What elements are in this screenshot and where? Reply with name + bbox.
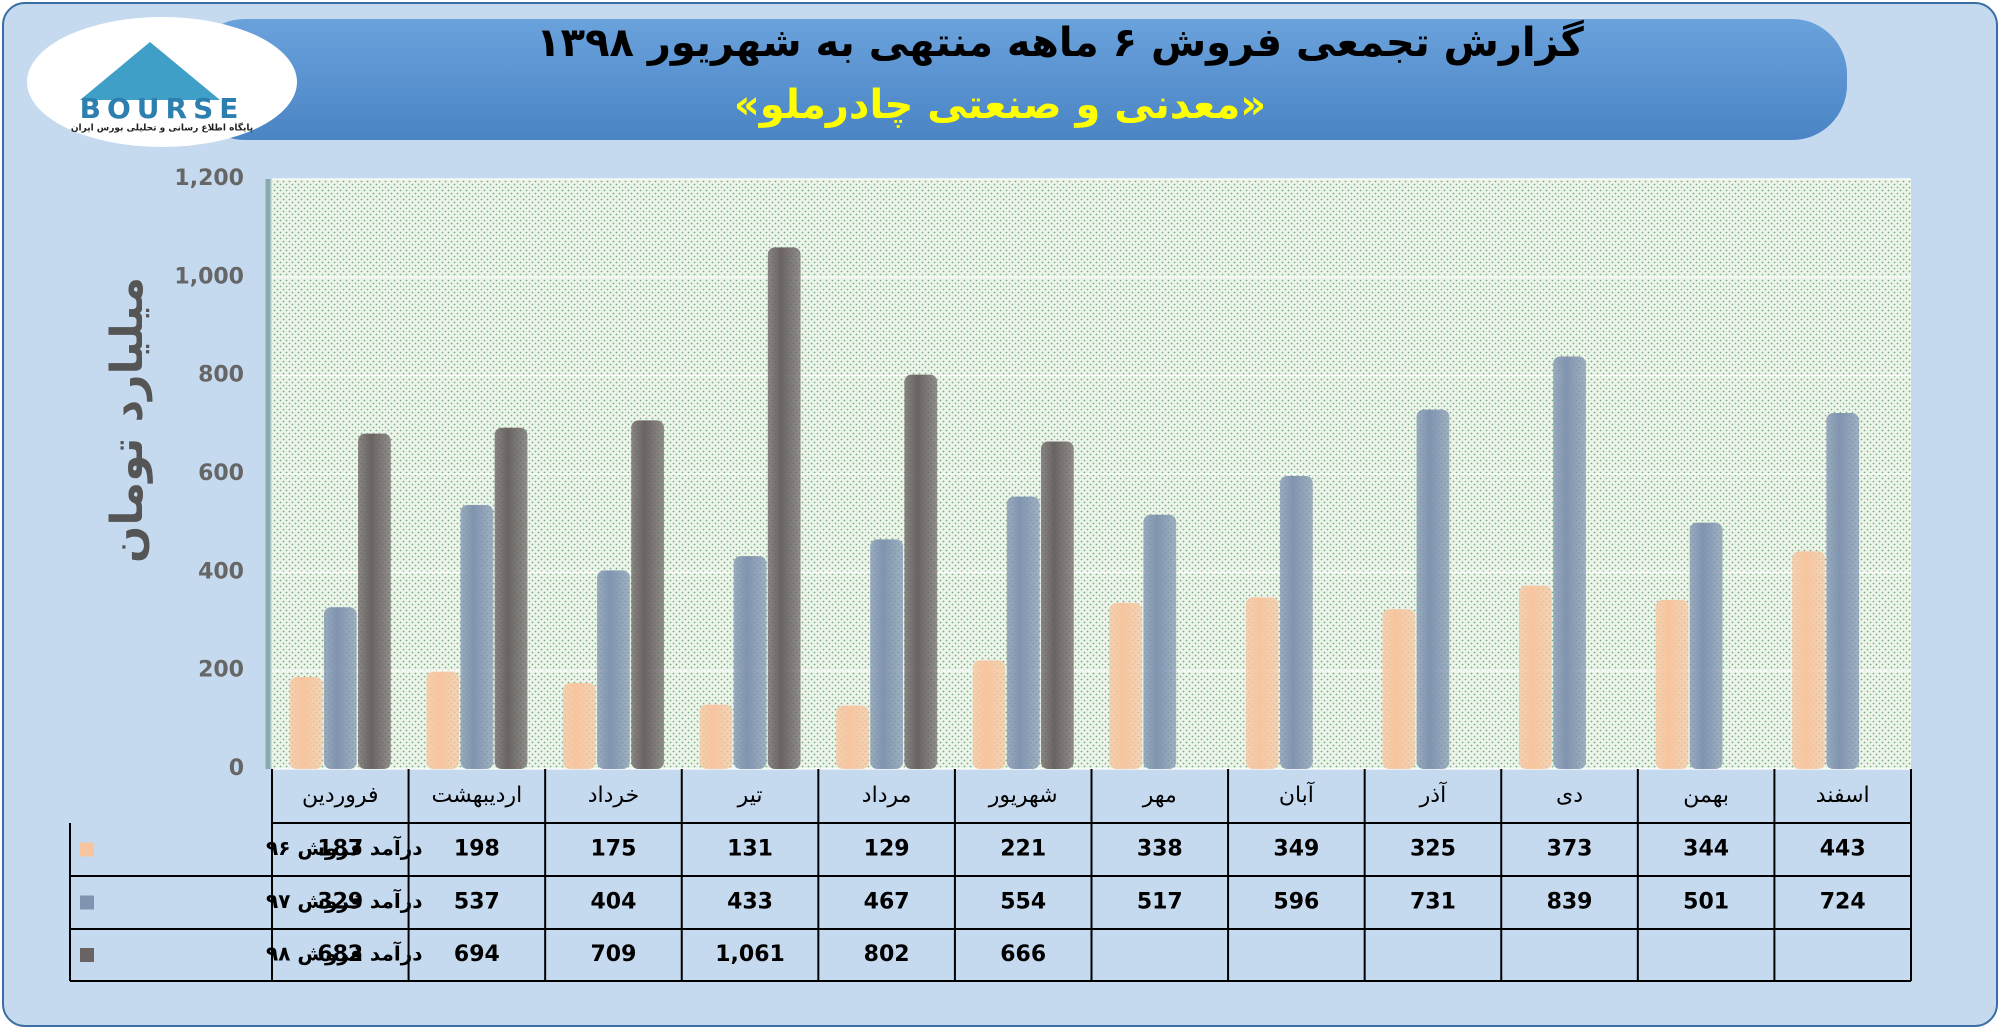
table-value: 349 — [1273, 837, 1319, 862]
bar — [494, 427, 528, 769]
bar — [1519, 585, 1552, 769]
x-tick-label: خرداد — [588, 783, 639, 808]
table-value: 373 — [1547, 837, 1593, 862]
bar — [1689, 522, 1723, 769]
x-tick-label: تیر — [737, 783, 763, 808]
table-value: 731 — [1410, 890, 1456, 915]
bar — [972, 660, 1006, 769]
x-tick-label: شهریور — [988, 783, 1058, 808]
x-tick-label: اسفند — [1816, 783, 1870, 808]
bar — [1279, 475, 1313, 769]
bar — [1792, 551, 1825, 769]
logo-icon — [80, 42, 220, 100]
x-tick-label: فروردین — [302, 783, 379, 808]
title-banner — [190, 19, 1847, 140]
table-value: 131 — [727, 837, 773, 862]
chart-title: گزارش تجمعی فروش ۶ ماهه منتهی به شهریور … — [536, 19, 1584, 66]
table-value: 325 — [1410, 837, 1456, 862]
bar — [631, 420, 664, 769]
legend-swatch — [80, 842, 94, 857]
table-value: 537 — [454, 890, 500, 915]
bar — [597, 570, 630, 769]
table-value: 338 — [1137, 837, 1183, 862]
legend-swatch — [80, 948, 94, 962]
bar — [1655, 599, 1689, 769]
logo-text: BOURSE — [80, 92, 245, 125]
bar — [870, 539, 904, 769]
table-value: 554 — [1000, 890, 1046, 915]
table-value: 666 — [1000, 942, 1046, 967]
bar — [733, 556, 767, 769]
table-value: 682 — [317, 942, 363, 967]
chart-subtitle: «معدنی و صنعتی چادرملو» — [734, 82, 1266, 128]
table-value: 517 — [1137, 890, 1183, 915]
bar — [1006, 496, 1040, 769]
legend-label: درآمد فروش ۹۸ — [266, 941, 422, 966]
table-value: 709 — [590, 942, 636, 967]
logo-tagline: پایگاه اطلاع رسانی و تحلیلی بورس ایران — [71, 122, 253, 134]
table-value: 467 — [864, 890, 910, 915]
table-value: 802 — [864, 942, 910, 967]
bar — [426, 671, 460, 769]
table-value: 129 — [864, 837, 910, 862]
table-value: 501 — [1683, 890, 1729, 915]
bar — [1826, 413, 1860, 769]
table-value: 433 — [727, 890, 773, 915]
legend-label: درآمد فروش ۹۶ — [266, 835, 422, 860]
x-tick-label: اردیبهشت — [432, 783, 523, 808]
bar — [1143, 514, 1177, 769]
x-tick-label: آبان — [1279, 781, 1315, 808]
table-value: 175 — [590, 837, 636, 862]
bar — [699, 704, 733, 769]
x-tick-label: آذر — [1419, 781, 1447, 808]
y-axis-label: میلیارد تومان — [102, 277, 153, 563]
y-tick-label: 0 — [229, 756, 244, 781]
table-value: 596 — [1273, 890, 1319, 915]
table-value: 1,061 — [715, 942, 785, 967]
table-value: 198 — [454, 837, 500, 862]
y-tick-label: 1,000 — [174, 264, 244, 289]
table-value: 694 — [454, 942, 500, 967]
table-value: 404 — [590, 890, 636, 915]
table-value: 344 — [1683, 837, 1729, 862]
y-tick-label: 600 — [198, 461, 244, 486]
bar — [1416, 409, 1450, 769]
legend-label: درآمد فروش ۹۷ — [266, 888, 422, 913]
table-value: 221 — [1000, 837, 1046, 862]
y-tick-label: 400 — [198, 559, 244, 584]
x-tick-label: مهر — [1142, 783, 1177, 808]
x-tick-label: دی — [1556, 783, 1583, 808]
y-tick-label: 200 — [198, 658, 244, 683]
bar — [767, 247, 801, 769]
bar — [1040, 441, 1074, 769]
bar — [323, 607, 357, 769]
bar — [1553, 356, 1586, 769]
bar — [1109, 602, 1143, 769]
bar — [562, 682, 596, 769]
legend-swatch — [80, 895, 94, 910]
bar — [904, 374, 938, 769]
table-value: 329 — [317, 890, 363, 915]
x-tick-label: بهمن — [1683, 783, 1729, 808]
y-tick-label: 800 — [198, 363, 244, 388]
y-tick-label: 1,200 — [174, 166, 244, 191]
x-tick-label: مرداد — [862, 783, 912, 808]
table-value: 443 — [1820, 837, 1866, 862]
table-value: 187 — [317, 837, 363, 862]
table-value: 724 — [1820, 890, 1866, 915]
bar — [289, 677, 323, 769]
bar — [1382, 609, 1416, 769]
bar — [836, 705, 869, 769]
bar — [1245, 597, 1279, 769]
bar — [460, 504, 494, 769]
table-value: 839 — [1547, 890, 1593, 915]
bar — [358, 433, 391, 769]
